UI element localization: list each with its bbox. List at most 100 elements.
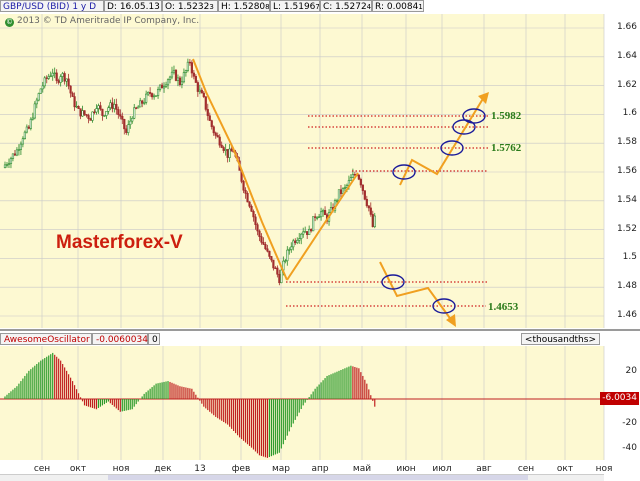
candle-body: [166, 79, 170, 86]
candle-body: [133, 107, 136, 119]
time-tick-label: фев: [231, 464, 251, 474]
candle-body: [61, 73, 64, 77]
oscillator-current-value-badge: -6.0034: [600, 392, 639, 405]
scrollbar-thumb[interactable]: [108, 475, 528, 480]
oscillator-tick-label: -40: [622, 443, 637, 453]
candle-body: [170, 71, 174, 78]
price-tick-label: 1.5: [622, 252, 637, 263]
candle-body: [280, 269, 283, 284]
candle-body: [67, 78, 70, 87]
candle-body: [111, 102, 114, 109]
time-tick-label: ноя: [112, 464, 130, 474]
candle-body: [11, 153, 15, 159]
candle-body: [45, 77, 48, 79]
oscillator-histogram: [4, 352, 376, 458]
candle-body: [266, 248, 269, 252]
candle-body: [373, 215, 376, 228]
candle-body: [365, 198, 368, 207]
candle-body: [212, 126, 215, 134]
candle-body: [43, 77, 46, 87]
candle-body: [186, 61, 189, 71]
candle-body: [270, 256, 273, 261]
candle-body: [145, 93, 148, 103]
candle-body: [17, 149, 21, 151]
candle-body: [47, 76, 50, 79]
candle-body: [21, 138, 24, 145]
candle-body: [172, 69, 176, 73]
candle-body: [214, 132, 217, 136]
candle-body: [319, 211, 323, 218]
candle-body: [256, 224, 259, 232]
target-ellipse: [440, 140, 464, 156]
candlestick-series: [3, 58, 376, 286]
candle-body: [97, 105, 100, 109]
time-tick-label: апр: [311, 464, 329, 474]
symbol-header[interactable]: GBP/USD (BID) 1 y D: [0, 0, 104, 12]
candle-body: [57, 80, 60, 83]
candle-body: [125, 128, 128, 133]
candle-body: [248, 201, 251, 207]
candle-body: [156, 88, 160, 97]
time-tick-label: май: [352, 464, 372, 474]
candle-body: [222, 147, 225, 151]
candle-body: [258, 230, 261, 237]
time-tick-label: мар: [271, 464, 291, 474]
candle-body: [321, 210, 325, 213]
candle-body: [323, 210, 327, 216]
candle-body: [107, 107, 110, 112]
candle-body: [3, 164, 7, 168]
candle-body: [254, 216, 257, 225]
date-readout: D: 16.05.13: [104, 0, 162, 12]
candle-body: [351, 174, 355, 178]
oscillator-param[interactable]: 0: [148, 333, 160, 345]
oscillator-tick-label: 20: [625, 366, 637, 376]
price-tick-label: 1.62: [616, 79, 637, 90]
price-tick-label: 1.64: [616, 50, 637, 61]
candle-body: [87, 115, 90, 119]
candle-body: [129, 120, 132, 126]
candle-body: [103, 115, 106, 117]
price-tick-label: 1.58: [616, 137, 637, 148]
candle-body: [127, 124, 130, 133]
candle-body: [139, 100, 142, 108]
oscillator-name[interactable]: AwesomeOscillator: [0, 333, 92, 345]
candle-body: [182, 72, 186, 83]
candle-body: [31, 117, 34, 120]
time-tick-label: сен: [33, 464, 51, 474]
candle-body: [105, 110, 108, 116]
candle-body: [353, 174, 356, 176]
candle-body: [318, 216, 321, 218]
candle-body: [83, 110, 86, 115]
candle-body: [188, 61, 191, 64]
candle-body: [206, 109, 209, 117]
candle-body: [117, 109, 120, 115]
candle-body: [131, 117, 134, 122]
candle-body: [192, 72, 195, 77]
candle-body: [135, 107, 138, 109]
level-label-upper-top: 1.5982: [491, 110, 522, 122]
candle-body: [77, 105, 80, 109]
candle-body: [359, 178, 362, 186]
candle-body: [137, 106, 140, 109]
candle-body: [202, 92, 205, 97]
candle-body: [190, 62, 193, 74]
time-tick-label: 13: [194, 464, 206, 474]
candle-body: [101, 108, 104, 116]
copyright-notice: © 2013 © TD Ameritrade IP Company, Inc.: [5, 16, 200, 27]
candle-body: [37, 93, 40, 101]
candle-body: [113, 104, 116, 109]
candle-body: [23, 131, 26, 139]
candle-body: [302, 231, 305, 235]
candle-body: [59, 76, 62, 83]
candle-body: [63, 73, 66, 82]
candle-body: [278, 273, 281, 284]
candle-body: [268, 250, 271, 257]
candle-body: [41, 85, 44, 90]
time-tick-label: окт: [69, 464, 87, 474]
candle-body: [284, 260, 287, 262]
candle-body: [264, 244, 267, 250]
candle-body: [119, 114, 122, 117]
watermark-label: Masterforex-V: [56, 232, 183, 253]
candle-body: [339, 189, 343, 195]
